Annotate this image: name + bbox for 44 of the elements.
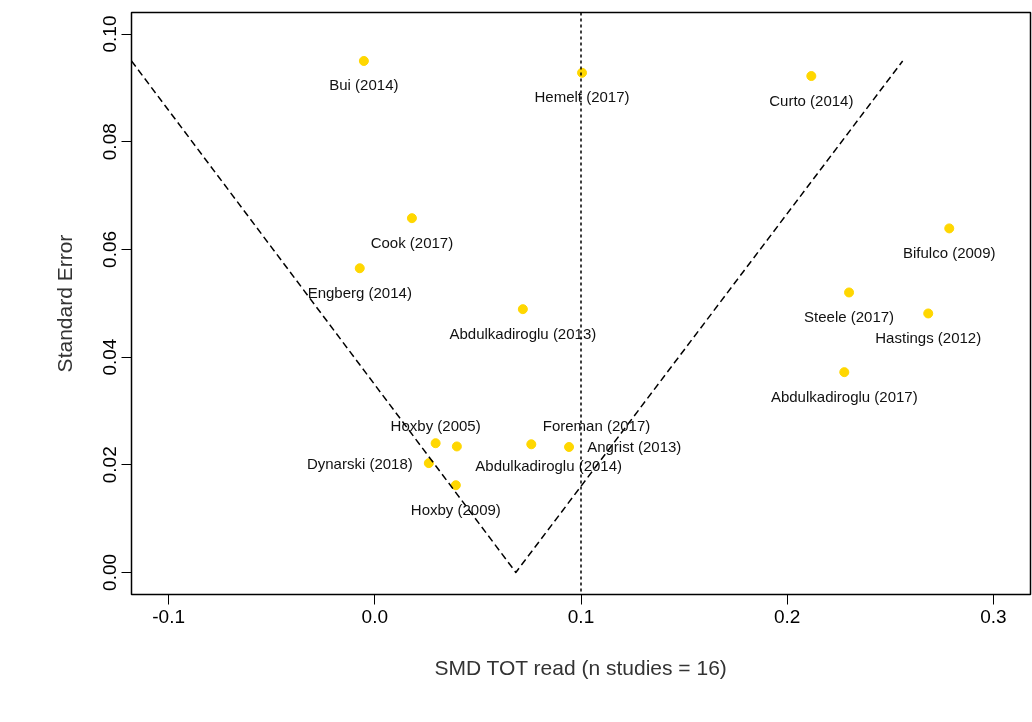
x-axis-title: SMD TOT read (n studies = 16) — [434, 655, 727, 679]
y-tick-label: 0.10 — [99, 15, 121, 53]
point — [406, 213, 417, 224]
point — [806, 71, 817, 82]
point — [451, 441, 462, 452]
annotation: Angrist (2013) — [587, 438, 682, 456]
point — [839, 367, 850, 378]
y-tick-label: 0.08 — [99, 123, 121, 161]
annotation: Steele (2017) — [804, 307, 895, 325]
x-tick-label: -0.1 — [152, 605, 185, 627]
annotation: Hoxby (2009) — [410, 500, 501, 518]
point — [517, 304, 528, 315]
x-tick-label: 0.1 — [567, 605, 595, 627]
annotation: Abdulkadiroglu (2013) — [449, 324, 597, 342]
point — [923, 308, 934, 319]
y-axis-title: Standard Error — [52, 234, 76, 373]
x-tick-label: 0.2 — [773, 605, 801, 627]
y-tick-label: 0.04 — [99, 338, 121, 376]
y-tick-label: 0.06 — [99, 230, 121, 268]
annotation: Cook (2017) — [370, 233, 454, 251]
point — [450, 480, 461, 491]
annotation: Engberg (2014) — [307, 283, 412, 301]
point — [358, 55, 369, 66]
point — [430, 438, 441, 449]
x-tick-label: 0.0 — [361, 605, 389, 627]
point — [526, 439, 537, 450]
y-tick-label: 0.00 — [99, 553, 121, 591]
annotation: Curto (2014) — [769, 91, 854, 109]
point — [423, 458, 434, 469]
annotation: Hemelt (2017) — [534, 88, 630, 106]
point — [354, 263, 365, 274]
point — [944, 223, 955, 234]
annotation: Foreman (2017) — [542, 416, 651, 434]
annotation: Dynarski (2018) — [306, 454, 413, 472]
annotation: Bui (2014) — [329, 76, 399, 94]
annotation: Hoxby (2005) — [390, 416, 481, 434]
y-tick-label: 0.02 — [99, 446, 121, 484]
point — [844, 287, 855, 298]
annotation: Abdulkadiroglu (2014) — [475, 456, 623, 474]
annotation: Abdulkadiroglu (2017) — [770, 387, 918, 405]
x-tick-label: 0.3 — [980, 605, 1007, 627]
annotation: Hastings (2012) — [875, 328, 982, 346]
annotation: Bifulco (2009) — [902, 243, 996, 261]
point — [564, 441, 575, 452]
